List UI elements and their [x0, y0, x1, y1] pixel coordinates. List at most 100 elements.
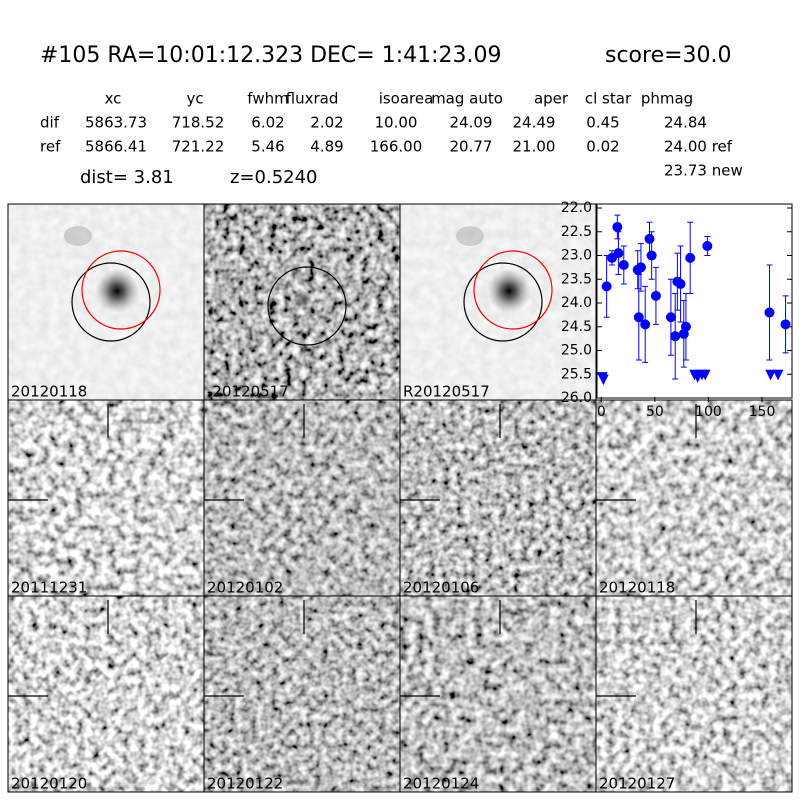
table-cell: 721.22: [172, 138, 225, 156]
column-header: fluxrad: [286, 90, 339, 108]
point: [680, 321, 691, 332]
source-blob: [487, 269, 531, 313]
stamp-image: [8, 400, 204, 596]
row-label: dif: [40, 114, 60, 132]
table-cell: 24.84: [664, 114, 707, 132]
x-tick-label: 0: [597, 404, 606, 420]
source-blob: [95, 269, 139, 313]
column-header: xc: [105, 90, 122, 108]
stamp-label: 20120124: [403, 775, 479, 793]
table-cell: 24.09: [450, 114, 493, 132]
column-header: fwhm: [247, 90, 288, 108]
stamp-frame: [595, 595, 793, 793]
point: [612, 222, 623, 232]
stamp-label: 20120106: [403, 579, 479, 597]
point: [601, 281, 612, 292]
y-tick-label: 26.0: [561, 390, 592, 406]
point: [764, 307, 775, 318]
stamp-label: 20120127: [599, 775, 675, 793]
point: [780, 319, 791, 330]
stamp-label: 20120120: [11, 775, 87, 793]
y-tick-label: 24.5: [561, 319, 592, 335]
point: [635, 262, 646, 273]
y-tick-label: 23.5: [561, 271, 592, 287]
stamp-label: -20120517: [207, 383, 289, 401]
point: [633, 312, 644, 323]
galaxy-smudge: [64, 226, 92, 246]
column-header: cl star: [585, 90, 632, 108]
limit-marker: [772, 369, 784, 381]
point: [702, 241, 713, 251]
x-tick-label: 150: [749, 404, 776, 420]
point: [665, 312, 676, 323]
ref-circle: [463, 262, 543, 342]
dist: dist= 3.81: [80, 167, 174, 188]
stamp-image: [204, 400, 400, 596]
point: [640, 319, 651, 330]
y-tick-label: 23.0: [561, 248, 592, 264]
point: [646, 250, 657, 261]
table-cell: 166.00: [370, 138, 423, 156]
stamp-label: 20120118: [11, 383, 87, 401]
table-cell: 21.00: [513, 138, 556, 156]
table-cell: 0.02: [586, 138, 619, 156]
table-cell: 24.00 ref: [664, 138, 733, 156]
stamp-label: 20120122: [207, 775, 283, 793]
point: [650, 290, 661, 301]
score: score=30.0: [605, 43, 732, 68]
stamp-label: R20120517: [403, 383, 490, 401]
stamp-image: [204, 596, 400, 792]
stamp-image: [596, 596, 792, 792]
y-tick-label: 22.5: [561, 224, 592, 240]
table-cell: 5866.41: [85, 138, 147, 156]
ref-circle: [71, 262, 151, 342]
table-cell: 20.77: [450, 138, 493, 156]
column-header: mag auto: [431, 90, 503, 108]
stamp-image: [400, 596, 596, 792]
column-header: yc: [186, 90, 203, 108]
galaxy-smudge: [456, 226, 484, 246]
det-circle: [473, 250, 553, 330]
stamp-label: 20120118: [599, 579, 675, 597]
y-tick-label: 22.0: [561, 200, 592, 216]
table-cell: 5.46: [251, 138, 284, 156]
point: [644, 233, 655, 244]
plot-area: [596, 203, 793, 399]
y-tick-label: 24.0: [561, 295, 592, 311]
point: [618, 260, 629, 270]
stamp-image: [8, 596, 204, 792]
point: [675, 279, 686, 289]
x-tick-label: 100: [695, 404, 722, 420]
row-label: ref: [40, 138, 61, 156]
y-tick-label: 25.5: [561, 366, 592, 382]
phmag-new: 23.73 new: [664, 162, 743, 180]
table-cell: 0.45: [586, 114, 619, 132]
det-circle: [81, 250, 161, 330]
limit-marker: [598, 374, 609, 386]
point: [685, 252, 696, 263]
y-tick-label: 25.0: [561, 343, 592, 359]
table-cell: 5863.73: [85, 114, 147, 132]
redshift: z=0.5240: [230, 167, 318, 188]
table-cell: 6.02: [251, 114, 284, 132]
x-tick-label: 50: [646, 404, 664, 420]
table-cell: 718.52: [172, 114, 225, 132]
point: [670, 331, 681, 342]
limit-marker: [765, 369, 776, 381]
point: [613, 248, 624, 259]
table-cell: 24.49: [513, 114, 556, 132]
limit-marker: [699, 369, 711, 381]
table-cell: 2.02: [310, 114, 343, 132]
stamp-label: 20120102: [207, 579, 283, 597]
residual-blob: [294, 289, 314, 309]
title: #105 RA=10:01:12.323 DEC= 1:41:23.09: [40, 43, 502, 68]
ref-circle: [267, 266, 347, 346]
table-cell: 4.89: [310, 138, 343, 156]
table-cell: 10.00: [375, 114, 418, 132]
stamp-image: [400, 400, 596, 596]
column-header: aper: [534, 90, 569, 108]
stamp-image: [596, 400, 792, 596]
column-header: isoarea: [379, 90, 434, 108]
